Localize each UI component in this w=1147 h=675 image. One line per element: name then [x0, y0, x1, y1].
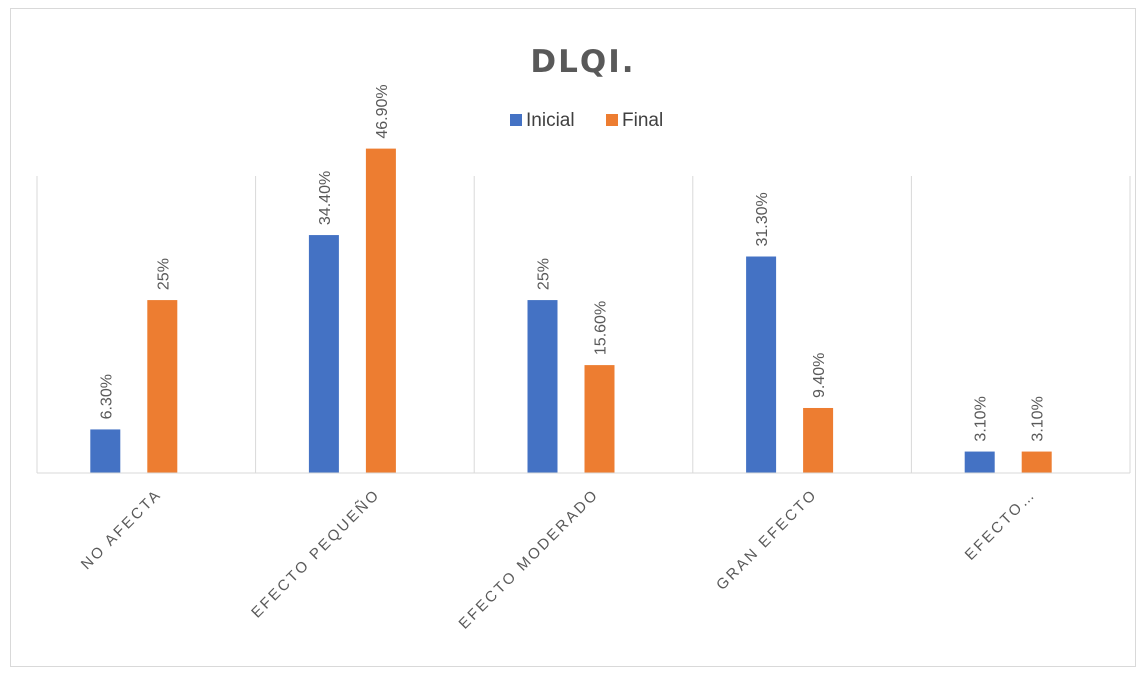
chart-area: [10, 8, 1136, 667]
category-label: EFECTO PEQUEÑO: [248, 486, 384, 622]
bar-final: [584, 365, 615, 473]
data-label: 9.40%: [811, 353, 828, 398]
legend-swatch-inicial: [510, 114, 522, 126]
category-label: EFECTO MODERADO: [456, 486, 603, 633]
data-label: 46.90%: [374, 84, 391, 138]
legend: Inicial Final: [510, 110, 663, 131]
data-label: 15.60%: [593, 301, 610, 355]
legend-swatch-final: [606, 114, 618, 126]
bar-inicial: [308, 235, 339, 473]
legend-label-inicial: Inicial: [526, 110, 575, 131]
data-label: 6.30%: [98, 374, 115, 419]
legend-label-final: Final: [622, 110, 663, 131]
bar-inicial: [964, 451, 995, 473]
data-label: 31.30%: [754, 192, 771, 246]
category-axis-labels: NO AFECTA EFECTO PEQUEÑO EFECTO MODERADO GR…: [78, 486, 1040, 633]
data-label: 25%: [536, 258, 553, 290]
bar-inicial: [527, 300, 558, 473]
bar-final: [365, 148, 396, 473]
category-gridlines: [36, 176, 1131, 473]
bar-inicial: [90, 429, 121, 473]
category-label: EFECTO…: [962, 486, 1040, 564]
category-label: NO AFECTA: [78, 486, 165, 573]
data-label: 3.10%: [1030, 396, 1047, 441]
category-label: GRAN EFECTO: [713, 486, 821, 594]
chart-title: DLQI.: [530, 44, 635, 80]
data-labels: 6.30% 25% 34.40% 46.90% 25% 15.60% 31.30% 9.40%…: [98, 84, 1046, 441]
bars: [90, 148, 1052, 473]
data-label: 25%: [155, 258, 172, 290]
bar-inicial: [746, 256, 777, 473]
data-label: 3.10%: [973, 396, 990, 441]
bar-final: [147, 300, 178, 473]
bar-final: [1021, 451, 1052, 473]
data-label: 34.40%: [317, 171, 334, 225]
bar-final: [803, 407, 834, 473]
